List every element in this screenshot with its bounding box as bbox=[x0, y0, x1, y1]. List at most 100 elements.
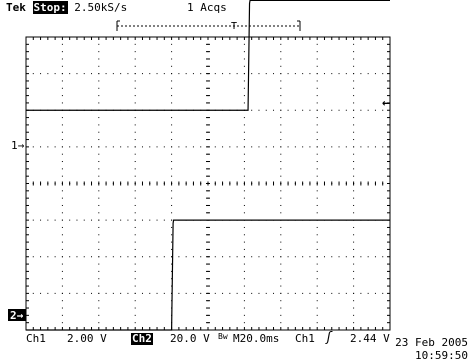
grid-dot bbox=[98, 58, 100, 60]
grid-dot bbox=[61, 234, 63, 236]
grid-dot bbox=[316, 270, 318, 272]
waveforms bbox=[26, 0, 390, 331]
grid-dot bbox=[171, 65, 173, 67]
grid-dot bbox=[134, 270, 136, 272]
grid-dot bbox=[309, 292, 311, 294]
grid-dot bbox=[61, 65, 63, 67]
grid-dot bbox=[222, 256, 224, 258]
grid-dot bbox=[83, 219, 85, 221]
grid-dot bbox=[112, 219, 114, 221]
grid-dot bbox=[61, 212, 63, 214]
grid-dot bbox=[280, 226, 282, 228]
grid-dot bbox=[127, 146, 129, 148]
grid-dot bbox=[316, 307, 318, 309]
grid-dot bbox=[243, 300, 245, 302]
grid-dot bbox=[134, 87, 136, 89]
grid-dot bbox=[171, 43, 173, 45]
grid-dot bbox=[32, 292, 34, 294]
grid-dot bbox=[40, 73, 42, 75]
grid-dot bbox=[120, 256, 122, 258]
grid-dot bbox=[294, 256, 296, 258]
grid-dot bbox=[214, 292, 216, 294]
grid-dot bbox=[251, 73, 253, 75]
sample-rate: 2.50kS/s bbox=[74, 1, 128, 14]
grid-dot bbox=[91, 292, 93, 294]
trigger-slope-icon: ʃ bbox=[325, 330, 333, 345]
grid-dot bbox=[243, 139, 245, 141]
grid-dot bbox=[280, 153, 282, 155]
grid-dot bbox=[374, 256, 376, 258]
grid-dot bbox=[251, 292, 253, 294]
grid-dot bbox=[112, 292, 114, 294]
grid-dot bbox=[98, 51, 100, 53]
grid-dot bbox=[134, 168, 136, 170]
grid-dot bbox=[265, 73, 267, 75]
grid-dot bbox=[243, 248, 245, 250]
grid-dot bbox=[185, 146, 187, 148]
ch2-marker-box bbox=[8, 309, 26, 321]
grid-dot bbox=[214, 146, 216, 148]
grid-dot bbox=[98, 146, 100, 148]
grid-dot bbox=[316, 139, 318, 141]
grid-dot bbox=[83, 292, 85, 294]
grid-dot bbox=[316, 51, 318, 53]
grid-dot bbox=[61, 131, 63, 133]
grid-dot bbox=[294, 109, 296, 111]
grid-dot bbox=[353, 314, 355, 316]
grid-dot bbox=[134, 234, 136, 236]
grid-dot bbox=[149, 256, 151, 258]
grid-dot bbox=[374, 292, 376, 294]
grid-dot bbox=[353, 168, 355, 170]
grid-dot bbox=[243, 263, 245, 265]
grid-dot bbox=[287, 292, 289, 294]
grid-dot bbox=[156, 292, 158, 294]
grid-dot bbox=[353, 256, 355, 258]
grid-dot bbox=[98, 73, 100, 75]
grid-dot bbox=[61, 95, 63, 97]
grid-dot bbox=[61, 73, 63, 75]
grid-dot bbox=[236, 146, 238, 148]
grid-dot bbox=[243, 168, 245, 170]
grid-dot bbox=[309, 256, 311, 258]
grid-dot bbox=[112, 73, 114, 75]
grid-dot bbox=[316, 292, 318, 294]
grid-dot bbox=[316, 300, 318, 302]
ch2-label: Ch2 bbox=[131, 332, 153, 345]
grid-dot bbox=[251, 109, 253, 111]
grid-dot bbox=[243, 80, 245, 82]
grid-dot bbox=[98, 175, 100, 177]
grid-dot bbox=[98, 168, 100, 170]
grid-dot bbox=[171, 153, 173, 155]
acquisition-count: 1 Acqs bbox=[187, 1, 227, 14]
grid-dot bbox=[360, 292, 362, 294]
grid-dot bbox=[345, 146, 347, 148]
grid-dot bbox=[323, 109, 325, 111]
grid-dot bbox=[134, 102, 136, 104]
grid-dot bbox=[243, 43, 245, 45]
grid-dot bbox=[141, 146, 143, 148]
grid-dot bbox=[243, 256, 245, 258]
grid-dot bbox=[98, 102, 100, 104]
grid-dot bbox=[178, 256, 180, 258]
grid-dot bbox=[171, 234, 173, 236]
grid-dot bbox=[316, 65, 318, 67]
grid-dot bbox=[353, 139, 355, 141]
grid-dot bbox=[32, 146, 34, 148]
grid-dot bbox=[316, 241, 318, 243]
grid-dot bbox=[185, 73, 187, 75]
grid-dot bbox=[367, 109, 369, 111]
grid-dot bbox=[360, 146, 362, 148]
grid-dot bbox=[353, 175, 355, 177]
grid-dot bbox=[61, 161, 63, 163]
brand-label: Tek bbox=[6, 1, 26, 14]
grid-dot bbox=[134, 248, 136, 250]
grid-dot bbox=[141, 256, 143, 258]
grid-dot bbox=[243, 153, 245, 155]
grid-dot bbox=[134, 226, 136, 228]
grid-dot bbox=[98, 234, 100, 236]
grid-dot bbox=[98, 161, 100, 163]
grid-dot bbox=[273, 109, 275, 111]
grid-dot bbox=[127, 292, 129, 294]
grid-dot bbox=[171, 212, 173, 214]
grid-dot bbox=[243, 322, 245, 324]
